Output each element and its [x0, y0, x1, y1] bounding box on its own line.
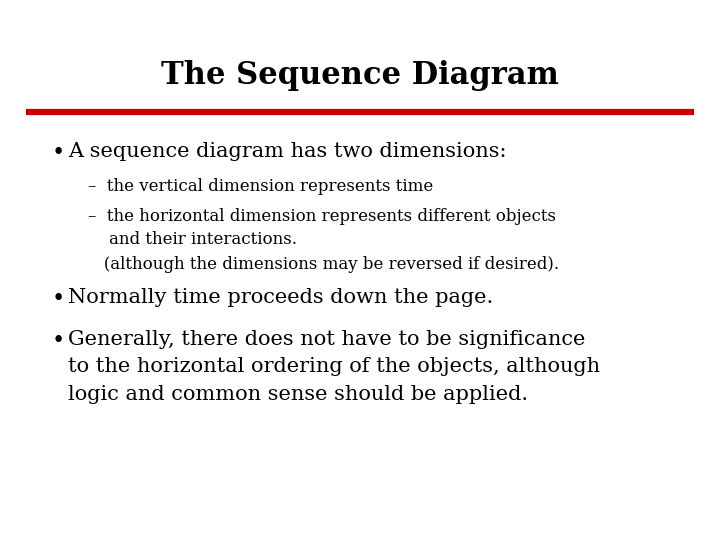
Text: Generally, there does not have to be significance
to the horizontal ordering of : Generally, there does not have to be sig… [68, 330, 600, 403]
Text: –  the horizontal dimension represents different objects
    and their interacti: – the horizontal dimension represents di… [88, 208, 556, 248]
Text: •: • [52, 330, 66, 352]
Text: Normally time proceeds down the page.: Normally time proceeds down the page. [68, 288, 493, 307]
Text: •: • [52, 142, 66, 164]
Text: •: • [52, 288, 66, 310]
Text: A sequence diagram has two dimensions:: A sequence diagram has two dimensions: [68, 142, 506, 161]
Text: The Sequence Diagram: The Sequence Diagram [161, 60, 559, 91]
Text: –  the vertical dimension represents time: – the vertical dimension represents time [88, 178, 433, 195]
Text: (although the dimensions may be reversed if desired).: (although the dimensions may be reversed… [88, 256, 559, 273]
